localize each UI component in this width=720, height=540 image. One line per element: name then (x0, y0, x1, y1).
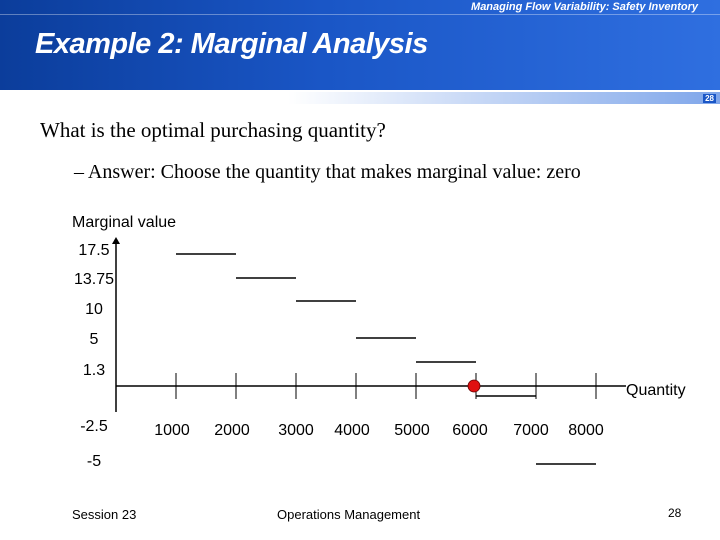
footer-course: Operations Management (277, 507, 421, 522)
y-tick-label: -5 (87, 453, 101, 470)
x-axis-label: Quantity (626, 382, 686, 399)
x-tick-label: 5000 (394, 422, 430, 439)
y-axis-arrowhead (112, 237, 120, 244)
y-tick-label: 10 (85, 301, 103, 318)
footer-session: Session 23 (72, 507, 137, 522)
x-tick-label: 8000 (568, 422, 604, 439)
header-divider (0, 92, 720, 104)
question-text: What is the optimal purchasing quantity? (40, 118, 386, 142)
y-tick-label: 5 (90, 331, 99, 348)
x-tick-label: 6000 (452, 422, 488, 439)
x-tick-label: 7000 (513, 422, 549, 439)
y-tick-label: 17.5 (78, 242, 109, 259)
header-banner: Managing Flow Variability: Safety Invent… (0, 0, 720, 90)
slide-title: Example 2: Marginal Analysis (35, 28, 428, 60)
slide-number-top: 28 (703, 94, 716, 103)
y-tick-label: -2.5 (80, 418, 108, 435)
y-axis-label: Marginal value (72, 214, 176, 231)
x-tick-label: 3000 (278, 422, 314, 439)
slide-topic: Managing Flow Variability: Safety Invent… (471, 1, 698, 13)
y-tick-label: 1.3 (83, 362, 105, 379)
answer-bullet: – Answer: Choose the quantity that makes… (74, 161, 581, 183)
x-tick-label: 2000 (214, 422, 250, 439)
banner-stripe (0, 14, 720, 15)
optimal-quantity-marker (467, 379, 481, 393)
x-tick-label: 4000 (334, 422, 370, 439)
marginal-value-chart: Marginal value Quantity 17.5 13.75 10 5 1.3 -2.… (72, 214, 686, 470)
footer-page-number: 28 (668, 506, 682, 520)
y-tick-label: 13.75 (74, 271, 114, 288)
x-tick-label: 1000 (154, 422, 190, 439)
